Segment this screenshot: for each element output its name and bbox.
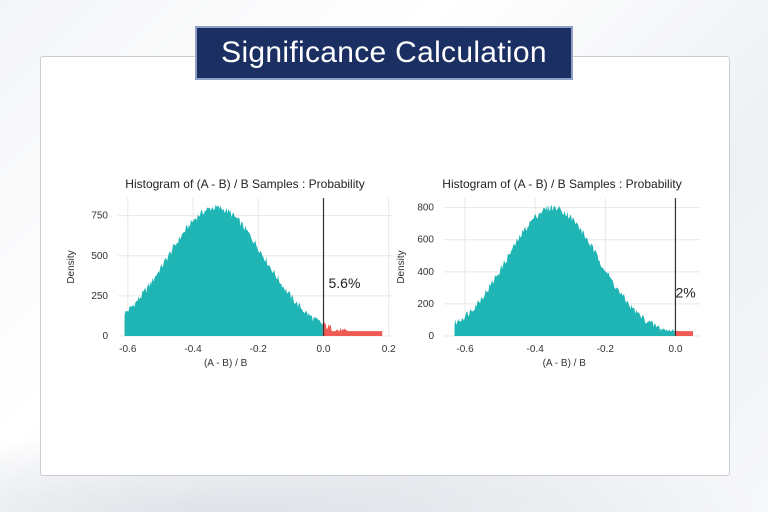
content-panel	[40, 56, 730, 476]
x-tick-label: 0.0	[317, 344, 331, 355]
density-area-above-threshold	[322, 322, 383, 336]
y-axis-label: Density	[396, 250, 407, 283]
density-area-below-threshold	[124, 204, 323, 336]
histogram-chart-right: Histogram of (A - B) / B Samples : Proba…	[392, 172, 708, 372]
y-tick-label: 250	[91, 291, 108, 302]
chart-title: Histogram of (A - B) / B Samples : Proba…	[125, 177, 364, 191]
x-tick-label: -0.6	[456, 344, 474, 355]
x-tick-label: -0.2	[597, 344, 615, 355]
x-tick-label: 0.0	[668, 344, 682, 355]
chart-title: Histogram of (A - B) / B Samples : Proba…	[442, 177, 681, 191]
density-area-below-threshold	[454, 205, 675, 336]
histogram-svg-right: Histogram of (A - B) / B Samples : Proba…	[396, 177, 700, 369]
y-tick-label: 0	[428, 331, 434, 342]
histogram-chart-left: Histogram of (A - B) / B Samples : Proba…	[62, 172, 398, 372]
probability-annotation: 2%	[675, 284, 695, 300]
y-axis-label: Density	[66, 250, 77, 283]
x-tick-label: 0.2	[382, 344, 396, 355]
page-title: Significance Calculation	[195, 26, 573, 80]
x-tick-label: -0.2	[250, 344, 268, 355]
y-tick-label: 750	[91, 211, 108, 222]
x-axis-label: (A - B) / B	[204, 358, 248, 369]
y-tick-label: 600	[417, 235, 434, 246]
x-tick-label: -0.4	[527, 344, 545, 355]
y-tick-label: 0	[102, 331, 108, 342]
y-tick-label: 500	[91, 251, 108, 262]
probability-annotation: 5.6%	[329, 275, 361, 291]
density-area-above-threshold	[674, 330, 693, 336]
x-axis-label: (A - B) / B	[543, 358, 587, 369]
x-tick-label: -0.4	[184, 344, 202, 355]
histogram-svg-left: Histogram of (A - B) / B Samples : Proba…	[66, 177, 396, 369]
x-tick-label: -0.6	[119, 344, 137, 355]
y-tick-label: 800	[417, 203, 434, 214]
y-tick-label: 400	[417, 267, 434, 278]
y-tick-label: 200	[417, 299, 434, 310]
